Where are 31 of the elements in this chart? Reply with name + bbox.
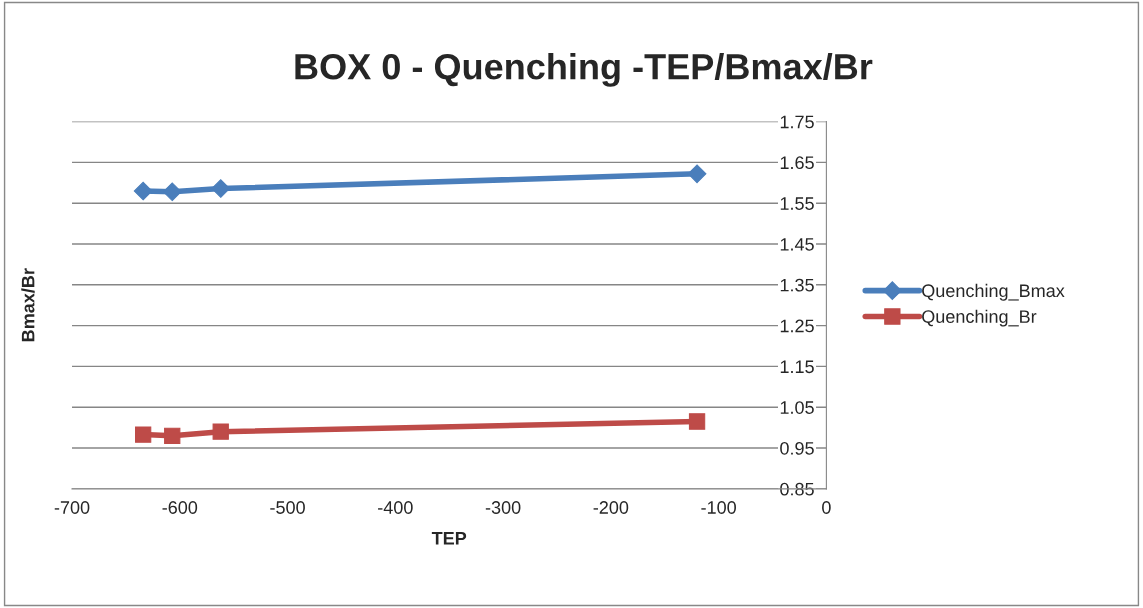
- y-tick-label: 1.45: [780, 238, 814, 251]
- x-tick-label: -100: [701, 501, 736, 514]
- legend-label: Quenching_Br: [922, 309, 1037, 327]
- x-tick-label: -300: [485, 501, 521, 514]
- y-tick-label: 1.35: [780, 278, 814, 292]
- point: [688, 413, 706, 430]
- y-tick-label: 0.85: [780, 482, 814, 496]
- x-axis-title: TEP: [431, 532, 467, 545]
- y-tick-label: 1.15: [780, 360, 814, 374]
- y-tick-label: 1.25: [780, 319, 814, 333]
- point: [211, 179, 231, 198]
- chart-title: BOX 0 - Quenching -TEP/Bmax/Br: [295, 53, 873, 87]
- point: [212, 423, 229, 440]
- x-tick-label: -400: [378, 501, 413, 514]
- point: [134, 426, 152, 443]
- point: [133, 181, 153, 201]
- x-tick-label: -200: [593, 501, 629, 514]
- y-axis-title: Bmax/Br: [21, 268, 35, 342]
- x-tick-label: -500: [270, 501, 305, 514]
- y-tick-label: 1.55: [780, 197, 814, 210]
- point: [164, 427, 181, 444]
- y-tick-label: 1.05: [780, 401, 814, 414]
- y-tick-label: 1.65: [780, 156, 814, 170]
- legend-label: Quenching_Bmax: [922, 283, 1065, 301]
- point: [687, 164, 707, 184]
- x-tick-label: -700: [54, 501, 90, 514]
- point: [162, 182, 182, 202]
- y-tick-label: 0.95: [780, 441, 814, 455]
- x-tick-label: -600: [162, 501, 198, 514]
- y-tick-label: 1.75: [780, 115, 814, 129]
- x-tick-label: 0: [822, 501, 831, 514]
